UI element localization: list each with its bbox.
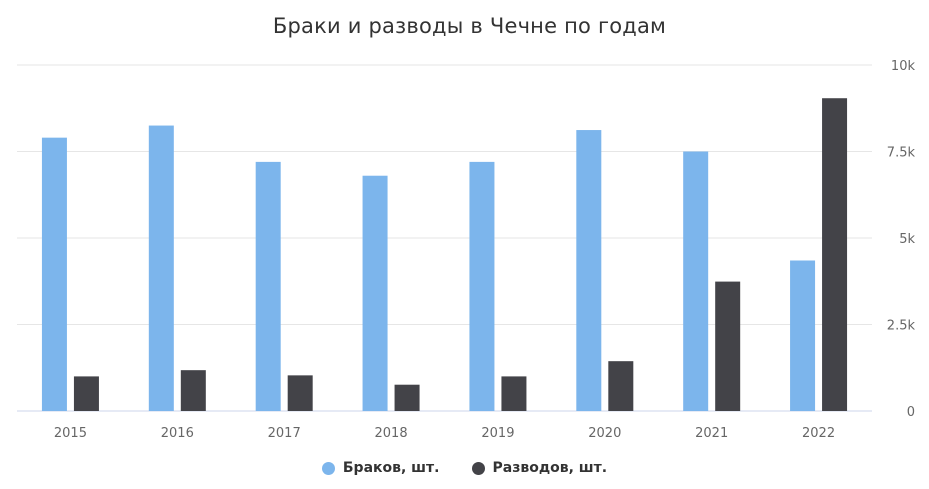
legend-label-marriages: Браков, шт. — [342, 460, 440, 476]
x-tick-label: 2022 — [802, 426, 835, 441]
x-tick-label: 2019 — [481, 426, 514, 441]
legend-item-divorces[interactable]: Разводов, шт. — [471, 460, 608, 476]
bar-divorces-2017[interactable] — [287, 375, 313, 411]
y-tick-label: 10k — [891, 59, 916, 74]
bar-marriages-2017[interactable] — [255, 161, 281, 411]
bar-marriages-2021[interactable] — [683, 151, 709, 412]
bar-marriages-2020[interactable] — [576, 130, 602, 411]
bar-divorces-2015[interactable] — [73, 376, 99, 411]
y-tick-label: 2.5k — [887, 319, 916, 334]
x-tick-label: 2018 — [375, 426, 408, 441]
bar-divorces-2021[interactable] — [715, 281, 741, 411]
y-tick-label: 5k — [899, 232, 915, 247]
bar-marriages-2022[interactable] — [790, 260, 816, 411]
chart-title: Браки и разводы в Чечне по годам — [272, 14, 667, 38]
grid-layer — [17, 64, 872, 412]
bar-divorces-2016[interactable] — [180, 370, 206, 411]
legend-marker-divorces — [471, 461, 485, 475]
x-tick-label: 2020 — [588, 426, 621, 441]
bar-marriages-2019[interactable] — [469, 161, 495, 411]
axis-layer: 0 2.5k 5k 7.5k 10k 2015 2016 2017 2018 2019 2020 20… — [54, 59, 916, 441]
y-tick-label: 0 — [907, 405, 915, 420]
x-tick-label: 2017 — [268, 426, 301, 441]
bar-marriages-2018[interactable] — [362, 175, 388, 411]
bar-divorces-2018[interactable] — [394, 384, 420, 411]
bar-divorces-2022[interactable] — [822, 98, 848, 411]
y-tick-label: 7.5k — [887, 146, 916, 161]
legend-item-marriages[interactable]: Браков, шт. — [321, 460, 440, 476]
x-tick-label: 2021 — [695, 426, 728, 441]
legend-label-divorces: Разводов, шт. — [492, 460, 608, 476]
x-tick-label: 2016 — [161, 426, 194, 441]
bars-layer — [41, 98, 848, 412]
bar-marriages-2016[interactable] — [148, 125, 174, 412]
bar-divorces-2020[interactable] — [608, 361, 634, 411]
x-tick-label: 2015 — [54, 426, 87, 441]
legend: Браков, шт. Разводов, шт. — [0, 460, 929, 476]
bar-divorces-2019[interactable] — [501, 376, 527, 411]
legend-marker-marriages — [321, 461, 335, 475]
bar-marriages-2015[interactable] — [41, 137, 67, 411]
